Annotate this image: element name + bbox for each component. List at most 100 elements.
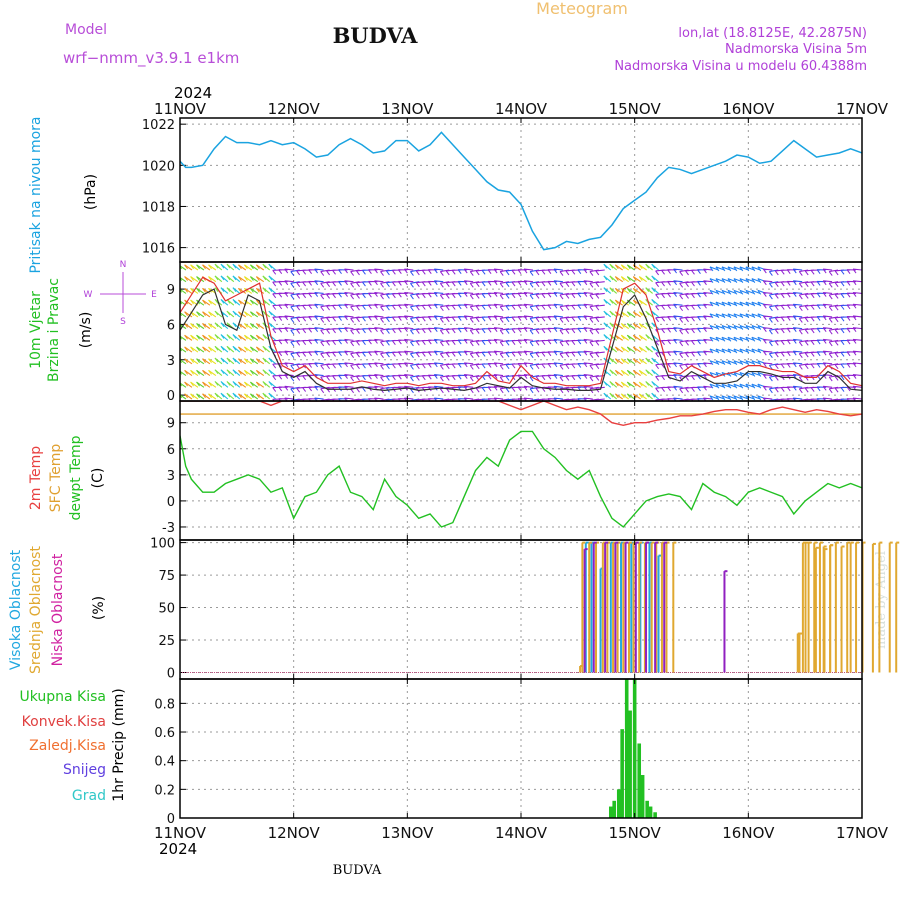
wind-barb-flag <box>536 388 539 392</box>
y-tick-label: 3 <box>167 354 175 369</box>
pressure-ylabel: Pritisak na nivou mora <box>28 116 44 273</box>
wind-barb-flag <box>656 283 659 287</box>
wind-barb-flag <box>662 388 665 392</box>
y-tick-label: 6 <box>167 443 175 458</box>
wind-barb-flag <box>781 388 784 392</box>
wind-barb-flag <box>841 329 844 333</box>
wind-barb-flag <box>452 294 455 298</box>
wind-barb-flag <box>273 364 276 368</box>
wind-barb-flag <box>686 294 689 298</box>
precip-bar <box>625 679 629 818</box>
day-label-top: 14NOV <box>495 100 548 118</box>
wind-barb-flag <box>811 317 814 321</box>
wind-barb <box>173 346 180 352</box>
wind-barb-flag <box>386 341 389 345</box>
wind-barb-flag <box>381 318 384 322</box>
wind-barb-flag <box>590 342 593 346</box>
wind-barb-flag <box>680 342 683 346</box>
wind-barb-flag <box>542 329 545 333</box>
wind-barb-flag <box>572 294 575 298</box>
wind-barb-flag <box>500 295 503 299</box>
y-tick-label: 9 <box>167 417 175 432</box>
wind-barb-flag <box>656 271 659 275</box>
wind-barb-flag <box>590 365 593 369</box>
wind-barb-flag <box>680 272 683 276</box>
wind-barbs <box>173 264 862 404</box>
wind-barb-flag <box>416 376 419 380</box>
wind-barb-flag <box>775 283 778 287</box>
wind-barb-flag <box>506 388 509 392</box>
wind-barb-flag <box>173 370 176 374</box>
wind-compass-icon: N S W E <box>84 260 158 327</box>
wind-barb-flag <box>835 388 838 392</box>
wind-barb-flag <box>362 352 365 356</box>
wind-barb-flag <box>416 294 419 298</box>
day-label-bottom: 11NOV <box>154 824 207 842</box>
wind-barb-flag <box>686 353 689 357</box>
wind-barb-flag <box>781 317 784 321</box>
wind-barb-flag <box>297 330 300 334</box>
wind-barb-flag <box>482 341 485 345</box>
day-label-bottom: 15NOV <box>609 824 662 842</box>
wind-barb-flag <box>362 329 365 333</box>
wind-barb-flag <box>422 270 425 274</box>
wind-barb-flag <box>327 353 330 357</box>
wind-barb-flag <box>566 294 569 298</box>
cloud-ylabel-mid: Srednja Oblacnost <box>28 546 44 674</box>
wind-barb-flag <box>392 270 395 274</box>
wind-barb-flag <box>327 283 330 287</box>
wind-barb-flag <box>662 329 665 333</box>
wind-barb-flag <box>572 376 575 380</box>
wind-barb-flag <box>482 364 485 368</box>
wind-barb-flag <box>297 353 300 357</box>
wind-barb-flag <box>530 342 533 346</box>
wind-barb-flag <box>333 376 336 380</box>
wind-barb-flag <box>303 376 306 380</box>
wind-barb-flag <box>805 365 808 369</box>
wind-barb-flag <box>173 346 176 350</box>
wind-barb-flag <box>273 329 276 333</box>
wind-barb-flag <box>530 330 533 334</box>
panel-frame <box>180 262 862 401</box>
wind-barb-flag <box>351 330 354 334</box>
precip-legend-snow: Snijeg <box>63 762 106 778</box>
wind-barb-flag <box>440 295 443 299</box>
day-label-bottom: 17NOV <box>836 824 889 842</box>
wind-barb-flag <box>173 264 176 268</box>
wind-barb-flag <box>500 283 503 287</box>
wind-barb-flag <box>829 330 832 334</box>
wind-barb-flag <box>829 342 832 346</box>
wind-barb-flag <box>351 283 354 287</box>
wind-barb-flag <box>811 329 814 333</box>
wind-barb-flag <box>596 318 599 322</box>
y-tick-label: 25 <box>158 634 175 649</box>
wind-barb-flag <box>536 353 539 357</box>
meteogram-label: Meteogram <box>536 0 628 18</box>
precip-bar <box>617 789 621 818</box>
wind-barb-flag <box>321 307 324 311</box>
wind-barb-flag <box>416 365 419 369</box>
wind-barb-flag <box>500 307 503 311</box>
wind-barb-flag <box>440 377 443 381</box>
wind-barb-flag <box>321 318 324 322</box>
wind-barb-flag <box>422 294 425 298</box>
precip-bar <box>649 807 653 818</box>
wind-barb-flag <box>686 283 689 287</box>
wind-barb-flag <box>500 354 503 358</box>
wind-barb-flag <box>560 377 563 381</box>
wind-barb-flag <box>482 352 485 356</box>
wind-barb-flag <box>452 376 455 380</box>
wind-barb <box>173 381 180 387</box>
wind-barb-flag <box>440 354 443 358</box>
wind-barb-flag <box>811 294 814 298</box>
wind-barb-flag <box>775 341 778 345</box>
wind-barb-flag <box>656 376 659 380</box>
wind-barb-flag <box>691 376 694 380</box>
wind-barb-flag <box>440 330 443 334</box>
wind-barb-flag <box>381 272 384 276</box>
wind-barb-flag <box>440 283 443 287</box>
panel-frame <box>180 540 862 679</box>
wind-unit: (m/s) <box>78 312 94 349</box>
wind-barb-flag <box>805 306 808 310</box>
day-label-top: 17NOV <box>836 100 889 118</box>
